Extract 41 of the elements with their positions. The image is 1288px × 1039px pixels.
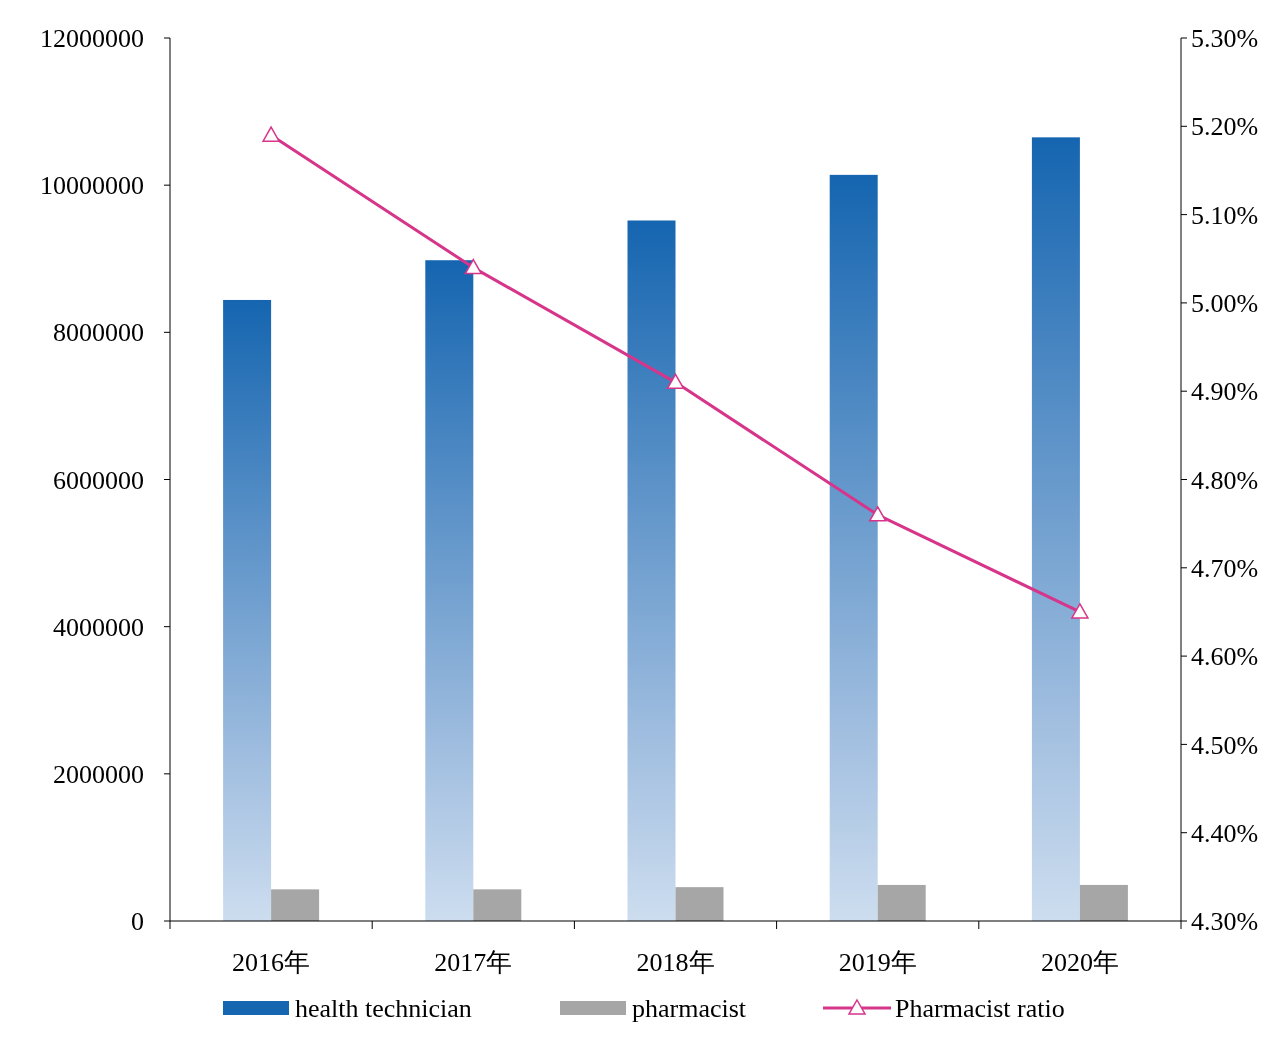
bar — [829, 174, 878, 921]
y2-tick-label: 4.90% — [1191, 377, 1259, 407]
point — [464, 258, 483, 275]
point — [1071, 603, 1089, 619]
bar — [627, 220, 676, 921]
y2-tick-label: 4.80% — [1191, 465, 1259, 495]
bar — [425, 260, 474, 921]
bar — [271, 889, 320, 921]
bar — [473, 889, 522, 921]
y2-tick-label: 5.10% — [1191, 200, 1259, 230]
bar — [1031, 137, 1080, 921]
y2-tick-label: 4.40% — [1191, 818, 1259, 848]
y2-tick-label: 4.30% — [1191, 907, 1259, 937]
bar — [223, 299, 272, 921]
y2-tick-label: 4.60% — [1191, 642, 1259, 672]
bar — [877, 884, 926, 921]
x-tick-label: 2020年 — [1040, 948, 1119, 977]
y-tick-label: 0 — [131, 907, 144, 937]
x-tick-label: 2016年 — [232, 948, 311, 977]
y2-tick-label: 4.70% — [1191, 553, 1259, 583]
y-tick-label: 2000000 — [53, 759, 144, 789]
y-tick-label: 12000000 — [40, 24, 144, 54]
y2-tick-label: 4.50% — [1191, 730, 1259, 760]
x-tick-label: 2017年 — [434, 948, 513, 977]
y-tick-label: 6000000 — [53, 465, 144, 495]
y2-tick-label: 5.20% — [1191, 112, 1259, 142]
y2-tick-label: 5.30% — [1191, 24, 1259, 54]
x-tick-label: 2019年 — [838, 948, 917, 977]
point — [262, 126, 280, 142]
legend-label: health technician — [295, 994, 472, 1024]
y2-tick-label: 5.00% — [1191, 289, 1259, 318]
bar — [675, 887, 724, 921]
y-tick-label: 8000000 — [53, 318, 144, 348]
point — [868, 506, 887, 522]
legend-label: pharmacist — [632, 994, 747, 1024]
y-tick-label: 4000000 — [53, 612, 144, 642]
bar — [1079, 884, 1128, 921]
point — [666, 373, 685, 390]
x-tick-label: 2018年 — [636, 948, 715, 977]
legend-label: Pharmacist ratio — [895, 994, 1065, 1024]
y-tick-label: 10000000 — [40, 171, 144, 201]
